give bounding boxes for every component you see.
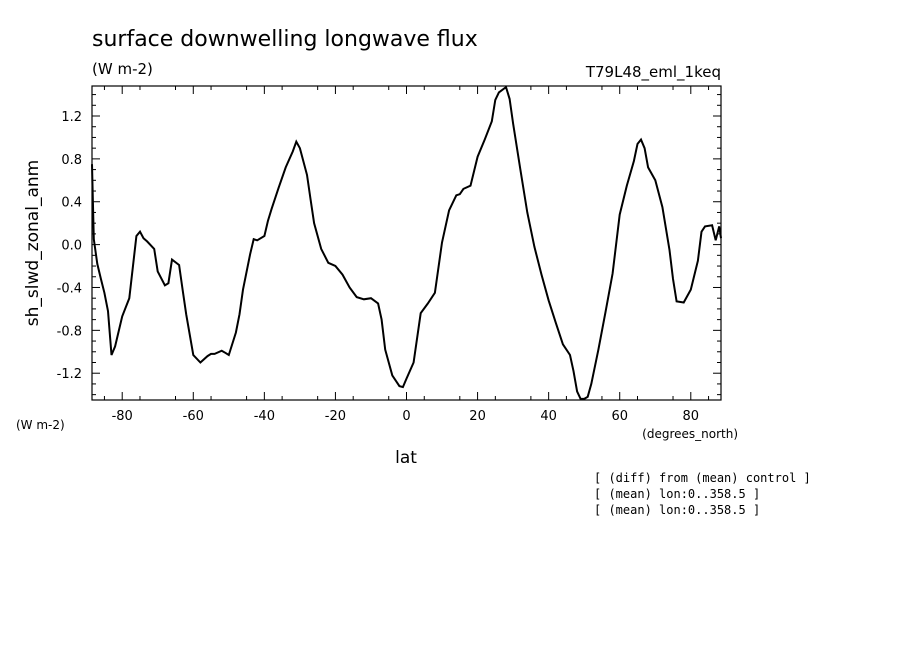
x-tick-label: 60 bbox=[611, 409, 628, 424]
annotation-mean-lon-2: [ (mean) lon:0..358.5 ] bbox=[594, 503, 760, 517]
x-axis-label: lat bbox=[395, 448, 417, 468]
tick-marks bbox=[92, 86, 721, 400]
x-tick-label: -60 bbox=[183, 409, 204, 424]
x-axis-units: (degrees_north) bbox=[642, 427, 738, 441]
x-tick-label: 0 bbox=[402, 409, 410, 424]
plot-frame bbox=[91, 85, 722, 401]
y-tick-label: 0.4 bbox=[61, 196, 82, 211]
x-tick-labels: -80 -60 -40 -20 0 20 40 60 80 bbox=[112, 409, 699, 424]
chart-title: surface downwelling longwave flux bbox=[92, 27, 478, 52]
y-tick-label: 0.0 bbox=[61, 239, 82, 254]
x-tick-label: 40 bbox=[540, 409, 557, 424]
y-tick-label: 0.8 bbox=[61, 153, 82, 168]
annotation-mean-lon-1: [ (mean) lon:0..358.5 ] bbox=[594, 487, 760, 501]
y-axis-units: (W m-2) bbox=[16, 418, 65, 432]
x-tick-label: -40 bbox=[254, 409, 275, 424]
y-tick-label: -1.2 bbox=[57, 367, 82, 382]
annotation-diff: [ (diff) from (mean) control ] bbox=[594, 471, 811, 485]
experiment-label: T79L48_eml_1keq bbox=[585, 63, 721, 82]
series-line bbox=[91, 85, 722, 400]
x-tick-label: -20 bbox=[325, 409, 346, 424]
title-units: (W m-2) bbox=[92, 60, 153, 78]
y-tick-label: -0.4 bbox=[57, 281, 82, 296]
y-tick-labels: -1.2 -0.8 -0.4 0.0 0.4 0.8 1.2 bbox=[57, 110, 82, 382]
x-tick-label: 20 bbox=[469, 409, 486, 424]
y-tick-label: -0.8 bbox=[57, 324, 82, 339]
x-tick-label: -80 bbox=[112, 409, 133, 424]
y-axis-label: sh_slwd_zonal_anm bbox=[23, 160, 43, 326]
x-tick-label: 80 bbox=[683, 409, 700, 424]
y-tick-label: 1.2 bbox=[61, 110, 82, 125]
